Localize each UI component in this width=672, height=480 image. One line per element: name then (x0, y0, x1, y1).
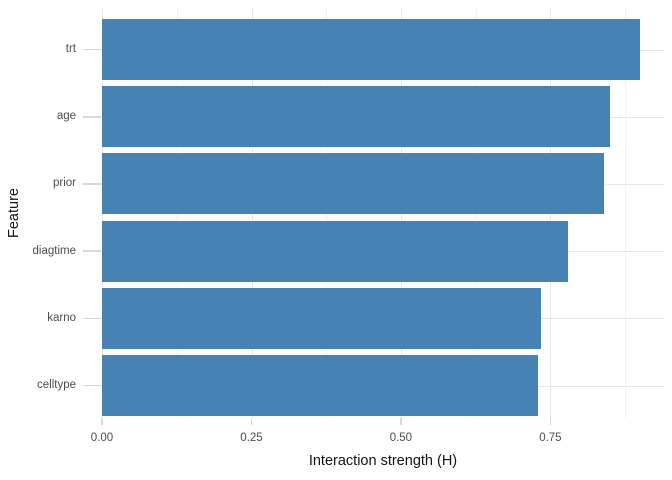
bar (102, 19, 641, 80)
y-axis-label: celltype (37, 379, 76, 391)
y-axis-title: Feature (6, 188, 22, 238)
bar (102, 220, 569, 282)
y-axis-label: karno (47, 311, 76, 324)
y-axis-label: diagtime (32, 244, 76, 257)
bar (102, 355, 539, 416)
y-axis-tick (83, 250, 101, 252)
x-tick-label: 0.75 (539, 432, 562, 444)
y-axis-tick (83, 116, 101, 118)
y-axis-tick (83, 183, 101, 185)
gridline-vertical-minor (625, 8, 627, 418)
x-axis-tick (400, 418, 402, 425)
x-axis-tick (250, 418, 253, 425)
x-axis-tick (101, 418, 103, 425)
x-tick-label: 0.25 (240, 432, 263, 444)
x-axis-title: Interaction strength (H) (308, 453, 458, 469)
y-axis-tick (83, 317, 101, 320)
plot-panel (102, 8, 664, 418)
x-tick-label: 0.00 (90, 432, 114, 444)
y-axis-label: age (56, 110, 76, 123)
x-axis-tick (549, 418, 552, 425)
y-axis-label: trt (65, 43, 76, 55)
bar (102, 287, 542, 349)
y-axis-tick (83, 48, 101, 51)
y-axis-label: prior (52, 177, 76, 190)
bar (102, 153, 605, 215)
y-axis-tick (83, 384, 101, 387)
bar (102, 86, 611, 148)
x-tick-label: 0.50 (389, 432, 413, 444)
